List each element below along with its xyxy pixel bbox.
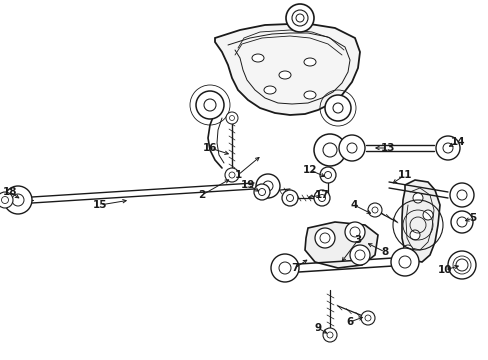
Circle shape [313,134,346,166]
Text: 6: 6 [346,317,353,327]
Circle shape [412,193,422,203]
Circle shape [360,311,374,325]
Ellipse shape [251,54,264,62]
Circle shape [345,222,364,242]
Circle shape [409,230,419,240]
Text: 11: 11 [397,170,411,180]
Polygon shape [401,180,439,262]
Text: 14: 14 [450,137,465,147]
Circle shape [349,245,369,265]
Circle shape [450,211,472,233]
Text: 13: 13 [380,143,394,153]
Text: 9: 9 [314,323,321,333]
Circle shape [270,254,298,282]
Text: 4: 4 [349,200,357,210]
Ellipse shape [279,71,290,79]
Text: 2: 2 [198,190,205,200]
Ellipse shape [304,58,315,66]
Text: 17: 17 [314,190,328,200]
Circle shape [196,91,224,119]
Text: 10: 10 [437,265,451,275]
Circle shape [390,248,418,276]
Circle shape [282,190,297,206]
Circle shape [325,95,350,121]
Text: 1: 1 [234,170,241,180]
Circle shape [338,135,364,161]
Polygon shape [215,24,359,115]
Circle shape [224,168,239,182]
Circle shape [447,251,475,279]
Circle shape [4,186,32,214]
Text: 12: 12 [302,165,317,175]
Circle shape [285,4,313,32]
Text: 3: 3 [354,235,361,245]
Circle shape [0,192,13,208]
Text: 5: 5 [468,213,476,223]
Circle shape [422,210,432,220]
Text: 15: 15 [93,200,107,210]
Text: 18: 18 [3,187,17,197]
Text: 19: 19 [240,180,255,190]
Text: 16: 16 [203,143,217,153]
Circle shape [435,136,459,160]
Circle shape [225,112,238,124]
Circle shape [313,190,329,206]
Circle shape [402,245,412,255]
Polygon shape [305,222,377,268]
Circle shape [319,167,335,183]
Circle shape [253,184,269,200]
Text: 8: 8 [381,247,388,257]
Circle shape [367,203,381,217]
Ellipse shape [264,86,275,94]
Circle shape [449,183,473,207]
Ellipse shape [304,91,315,99]
Text: 7: 7 [291,263,298,273]
Circle shape [256,174,280,198]
Circle shape [323,328,336,342]
Circle shape [314,228,334,248]
